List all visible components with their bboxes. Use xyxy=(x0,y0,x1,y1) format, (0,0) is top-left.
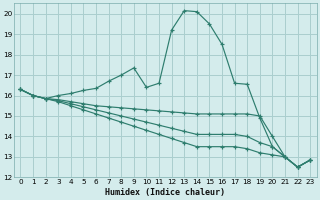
X-axis label: Humidex (Indice chaleur): Humidex (Indice chaleur) xyxy=(105,188,225,197)
